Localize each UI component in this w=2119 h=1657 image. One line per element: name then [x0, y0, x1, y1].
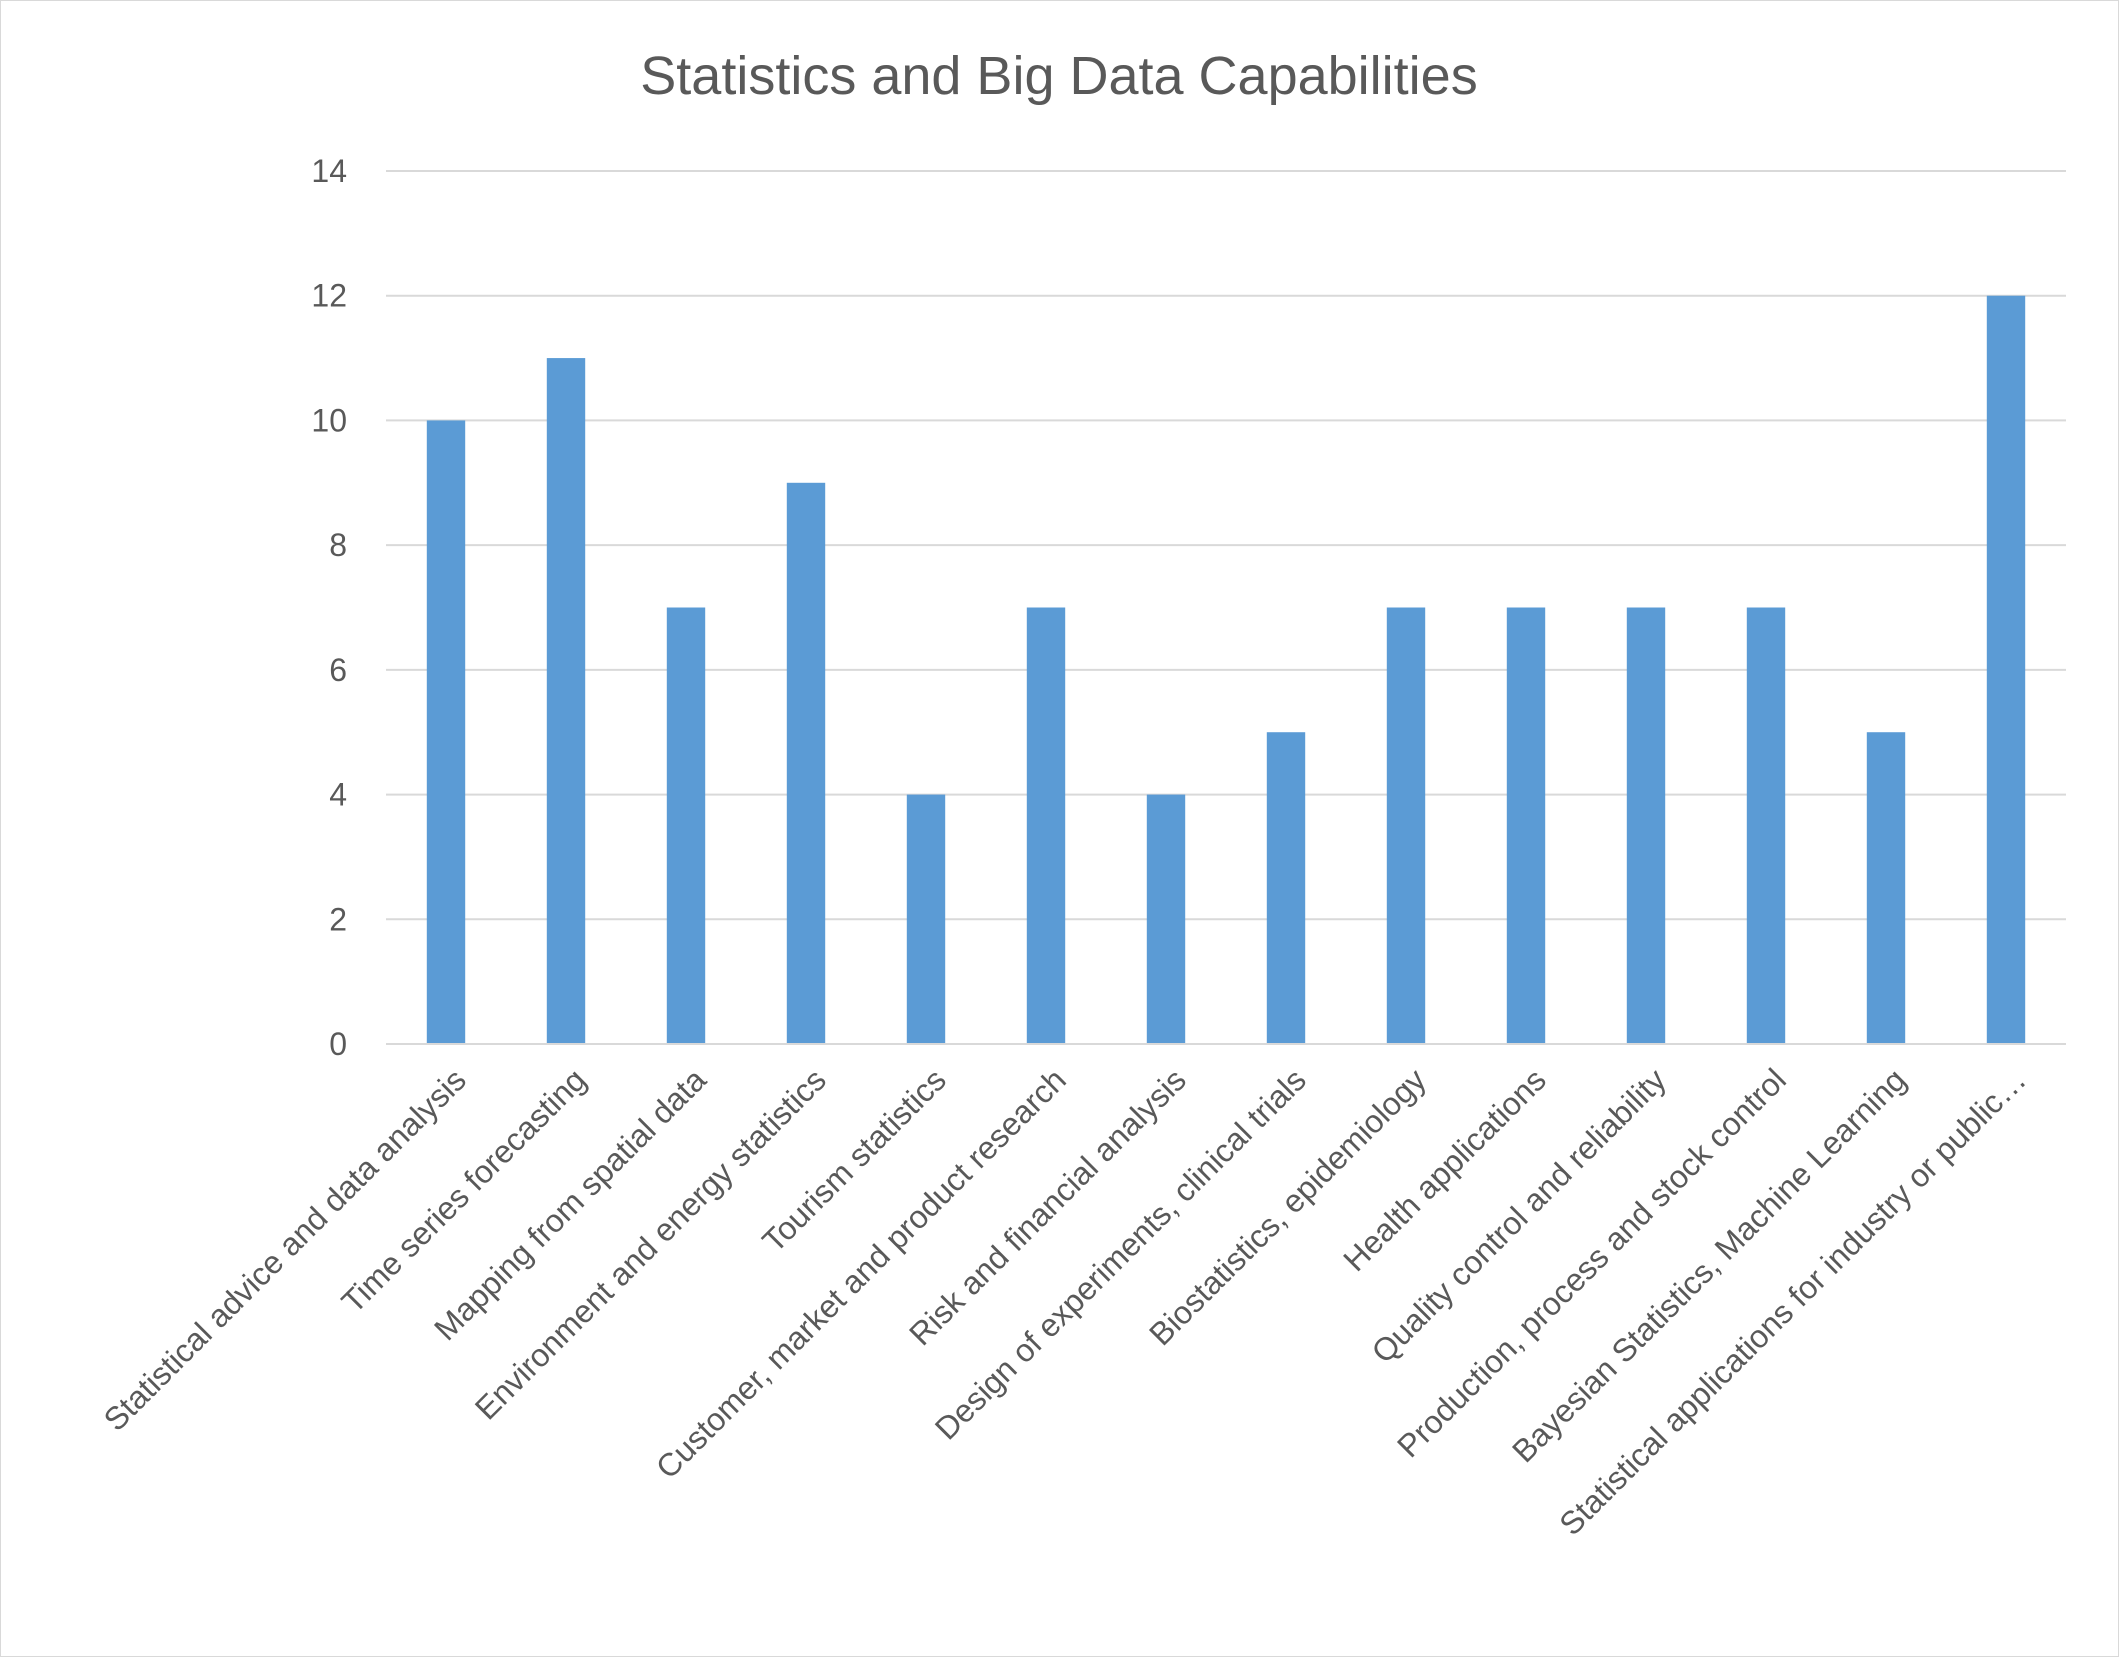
y-tick-label: 12	[311, 278, 347, 314]
bar	[1506, 607, 1546, 1044]
bar	[666, 607, 706, 1044]
x-category-label: Health applications	[1336, 1061, 1553, 1278]
y-tick-label: 0	[329, 1026, 347, 1062]
bar	[1746, 607, 1786, 1044]
chart-title: Statistics and Big Data Capabilities	[640, 46, 1477, 106]
x-axis-category-labels: Statistical advice and data analysisTime…	[97, 1061, 2033, 1542]
y-tick-label: 8	[329, 527, 347, 563]
y-tick-label: 6	[329, 652, 347, 688]
y-axis-ticks: 0 2 4 6 8 10 12 14	[311, 153, 347, 1062]
x-category-label: Customer, market and product research	[649, 1061, 1073, 1485]
bar	[1266, 732, 1306, 1044]
bar	[1026, 607, 1066, 1044]
bar	[1866, 732, 1906, 1044]
bar	[1146, 794, 1186, 1044]
y-tick-label: 14	[311, 153, 347, 189]
bar	[1986, 295, 2026, 1044]
bar	[906, 794, 946, 1044]
bar	[1626, 607, 1666, 1044]
bars	[426, 295, 2026, 1045]
x-category-label: Time series forecasting	[334, 1061, 593, 1320]
bar	[546, 358, 586, 1045]
y-tick-label: 2	[329, 901, 347, 937]
bar	[786, 482, 826, 1044]
y-tick-label: 4	[329, 777, 347, 813]
bar	[426, 420, 466, 1044]
y-tick-label: 10	[311, 402, 347, 438]
bar	[1386, 607, 1426, 1044]
gridlines	[386, 170, 2066, 921]
